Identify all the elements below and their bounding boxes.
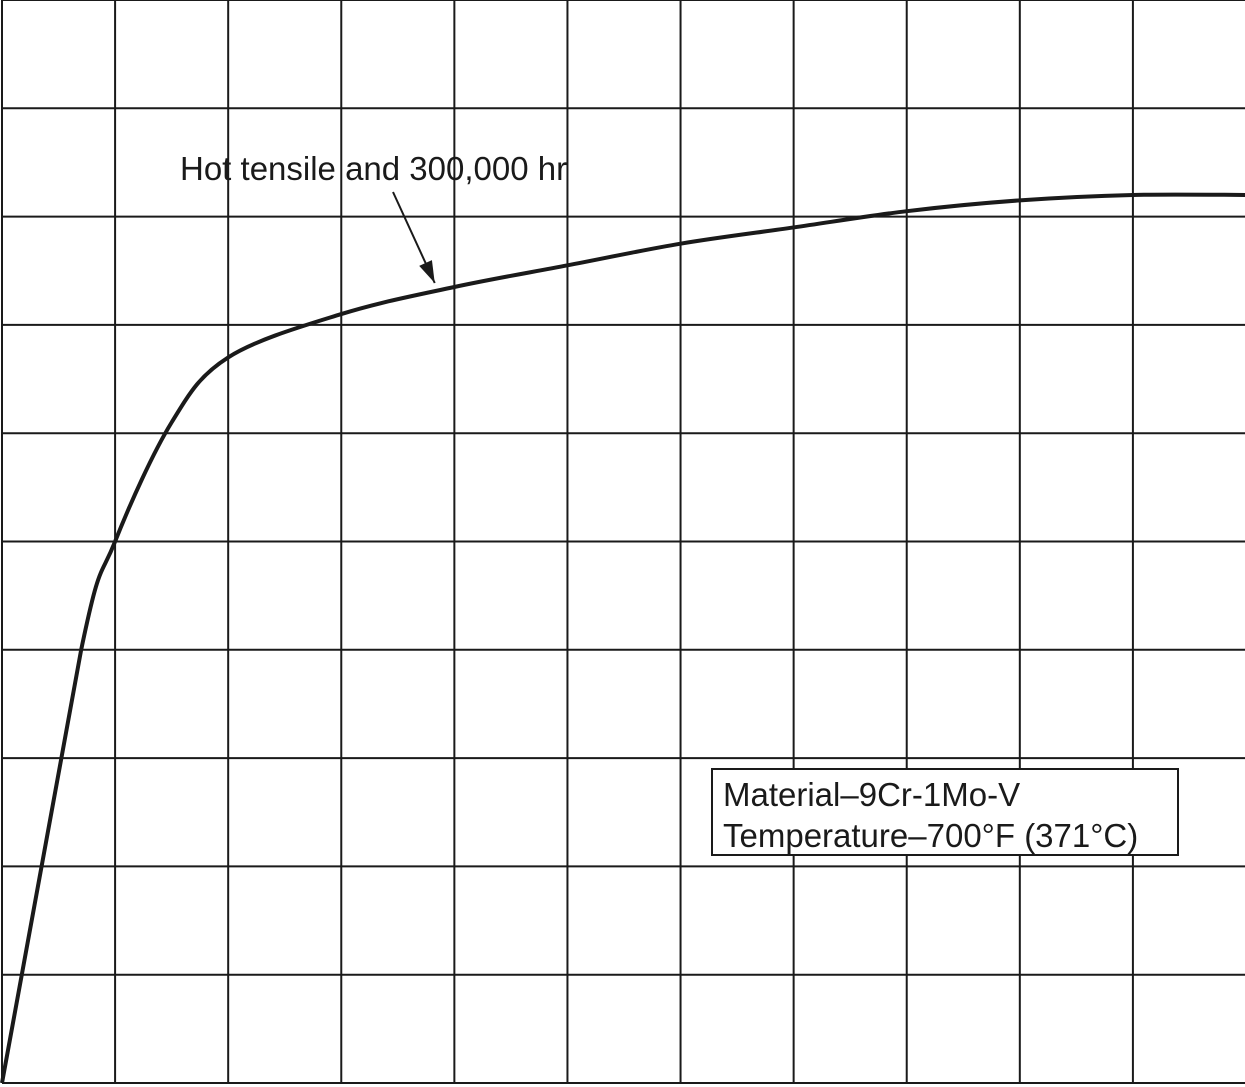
temperature-label: Temperature–700°F (371°C)	[723, 817, 1139, 854]
series-line	[0, 192, 1245, 1084]
chart-annotation	[392, 191, 436, 284]
chart-series	[0, 192, 1245, 1084]
material-label: Material–9Cr-1Mo-V	[723, 776, 1021, 813]
annotation-arrow-head	[419, 260, 435, 283]
curve-annotation-label: Hot tensile and 300,000 hr	[180, 150, 568, 187]
material-info-box: Material–9Cr-1Mo-V Temperature–700°F (37…	[711, 768, 1179, 856]
